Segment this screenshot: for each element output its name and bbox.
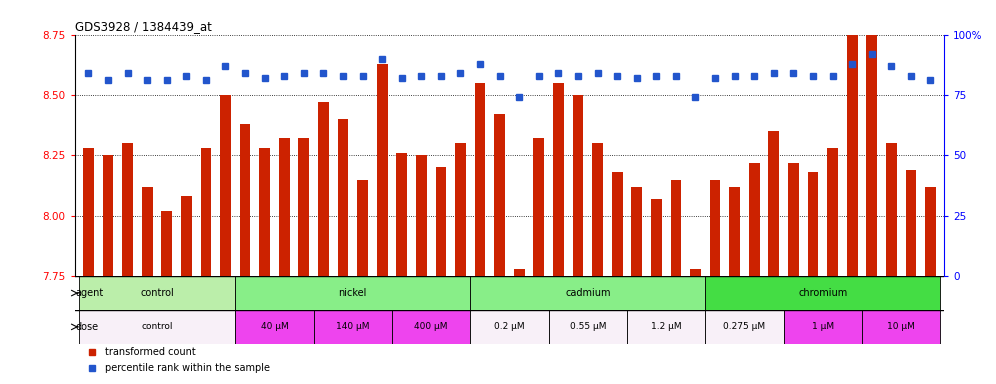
Text: 0.2 μM: 0.2 μM	[494, 323, 525, 331]
Bar	[612, 172, 622, 276]
Bar	[338, 119, 349, 276]
Bar	[299, 139, 309, 276]
Bar	[161, 211, 172, 276]
Bar	[828, 148, 838, 276]
Text: nickel: nickel	[339, 288, 367, 298]
Bar	[847, 27, 858, 276]
Bar	[470, 276, 705, 310]
Text: 400 μM: 400 μM	[414, 323, 448, 331]
Bar	[705, 276, 940, 310]
Bar	[886, 143, 896, 276]
Text: 140 μM: 140 μM	[336, 323, 370, 331]
Bar	[396, 153, 407, 276]
Bar	[905, 170, 916, 276]
Text: 10 μM: 10 μM	[887, 323, 915, 331]
Bar	[729, 187, 740, 276]
Bar	[392, 310, 470, 344]
Bar	[749, 162, 760, 276]
Bar	[279, 139, 290, 276]
Bar	[435, 167, 446, 276]
Text: 1 μM: 1 μM	[812, 323, 834, 331]
Bar	[769, 131, 779, 276]
Text: dose: dose	[75, 322, 99, 332]
Bar	[862, 310, 940, 344]
Bar	[534, 139, 544, 276]
Bar	[79, 276, 235, 310]
Bar	[141, 187, 152, 276]
Text: chromium: chromium	[798, 288, 848, 298]
Bar	[220, 95, 231, 276]
Bar	[784, 310, 862, 344]
Bar	[455, 143, 466, 276]
Bar	[235, 276, 470, 310]
Bar	[470, 310, 549, 344]
Bar	[925, 187, 936, 276]
Bar	[181, 197, 191, 276]
Text: 0.275 μM: 0.275 μM	[723, 323, 766, 331]
Bar	[314, 310, 392, 344]
Text: 1.2 μM: 1.2 μM	[650, 323, 681, 331]
Bar	[808, 172, 819, 276]
Bar	[83, 148, 94, 276]
Bar	[788, 162, 799, 276]
Bar	[416, 156, 426, 276]
Bar	[705, 310, 784, 344]
Bar	[651, 199, 661, 276]
Bar	[553, 83, 564, 276]
Text: agent: agent	[75, 288, 104, 298]
Text: GDS3928 / 1384439_at: GDS3928 / 1384439_at	[75, 20, 211, 33]
Bar	[670, 179, 681, 276]
Bar	[573, 95, 584, 276]
Bar	[710, 179, 720, 276]
Bar	[79, 310, 235, 344]
Bar	[549, 310, 626, 344]
Text: 0.55 μM: 0.55 μM	[570, 323, 606, 331]
Bar	[123, 143, 132, 276]
Bar	[626, 310, 705, 344]
Bar	[376, 63, 387, 276]
Bar	[475, 83, 485, 276]
Bar	[235, 310, 314, 344]
Bar	[631, 187, 642, 276]
Text: cadmium: cadmium	[565, 288, 611, 298]
Bar	[240, 124, 250, 276]
Bar	[200, 148, 211, 276]
Bar	[494, 114, 505, 276]
Text: transformed count: transformed count	[106, 348, 196, 358]
Text: 40 μM: 40 μM	[261, 323, 288, 331]
Text: control: control	[140, 288, 174, 298]
Bar	[593, 143, 603, 276]
Bar	[259, 148, 270, 276]
Bar	[867, 6, 877, 276]
Bar	[514, 269, 525, 276]
Bar	[690, 269, 701, 276]
Text: percentile rank within the sample: percentile rank within the sample	[106, 362, 270, 372]
Bar	[358, 179, 368, 276]
Text: control: control	[141, 323, 172, 331]
Bar	[103, 156, 114, 276]
Bar	[318, 102, 329, 276]
